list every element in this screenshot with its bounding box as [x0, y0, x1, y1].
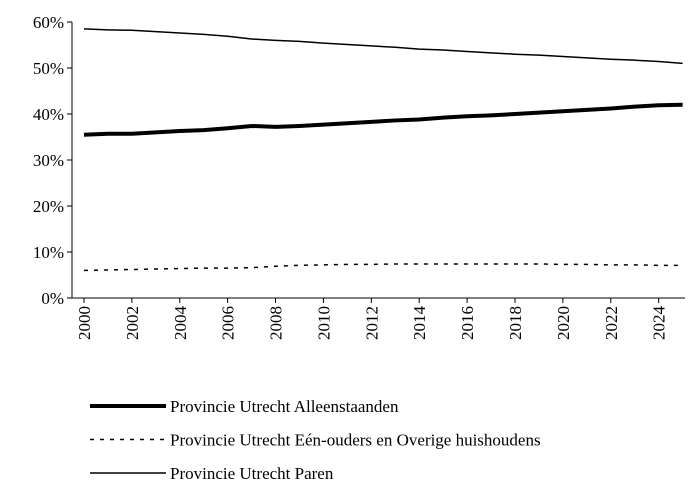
legend-label: Provincie Utrecht Paren: [170, 464, 334, 483]
x-tick-label: 2006: [219, 306, 238, 340]
x-tick-label: 2012: [362, 306, 381, 340]
x-tick-label: 2000: [75, 306, 94, 340]
y-tick-label: 10%: [33, 243, 64, 262]
y-tick-label: 30%: [33, 151, 64, 170]
x-tick-label: 2002: [123, 306, 142, 340]
legend-label: Provincie Utrecht Alleenstaanden: [170, 397, 399, 416]
line-series: [83, 102, 683, 137]
x-tick-label: 2010: [314, 306, 333, 340]
x-tick-label: 2020: [554, 306, 573, 340]
x-tick-label: 2014: [410, 306, 429, 341]
y-tick-label: 60%: [33, 13, 64, 32]
x-tick-label: 2008: [267, 306, 286, 340]
x-tick-label: 2024: [650, 306, 669, 341]
x-tick-label: 2022: [602, 306, 621, 340]
x-tick-label: 2004: [171, 306, 190, 341]
y-tick-label: 0%: [41, 289, 64, 308]
line-series: [83, 28, 683, 65]
y-tick-label: 40%: [33, 105, 64, 124]
line-series: [83, 263, 683, 272]
x-tick-label: 2018: [506, 306, 525, 340]
y-tick-label: 20%: [33, 197, 64, 216]
y-tick-label: 50%: [33, 59, 64, 78]
x-tick-label: 2016: [458, 306, 477, 340]
legend-label: Provincie Utrecht Eén-ouders en Overige …: [170, 431, 541, 450]
